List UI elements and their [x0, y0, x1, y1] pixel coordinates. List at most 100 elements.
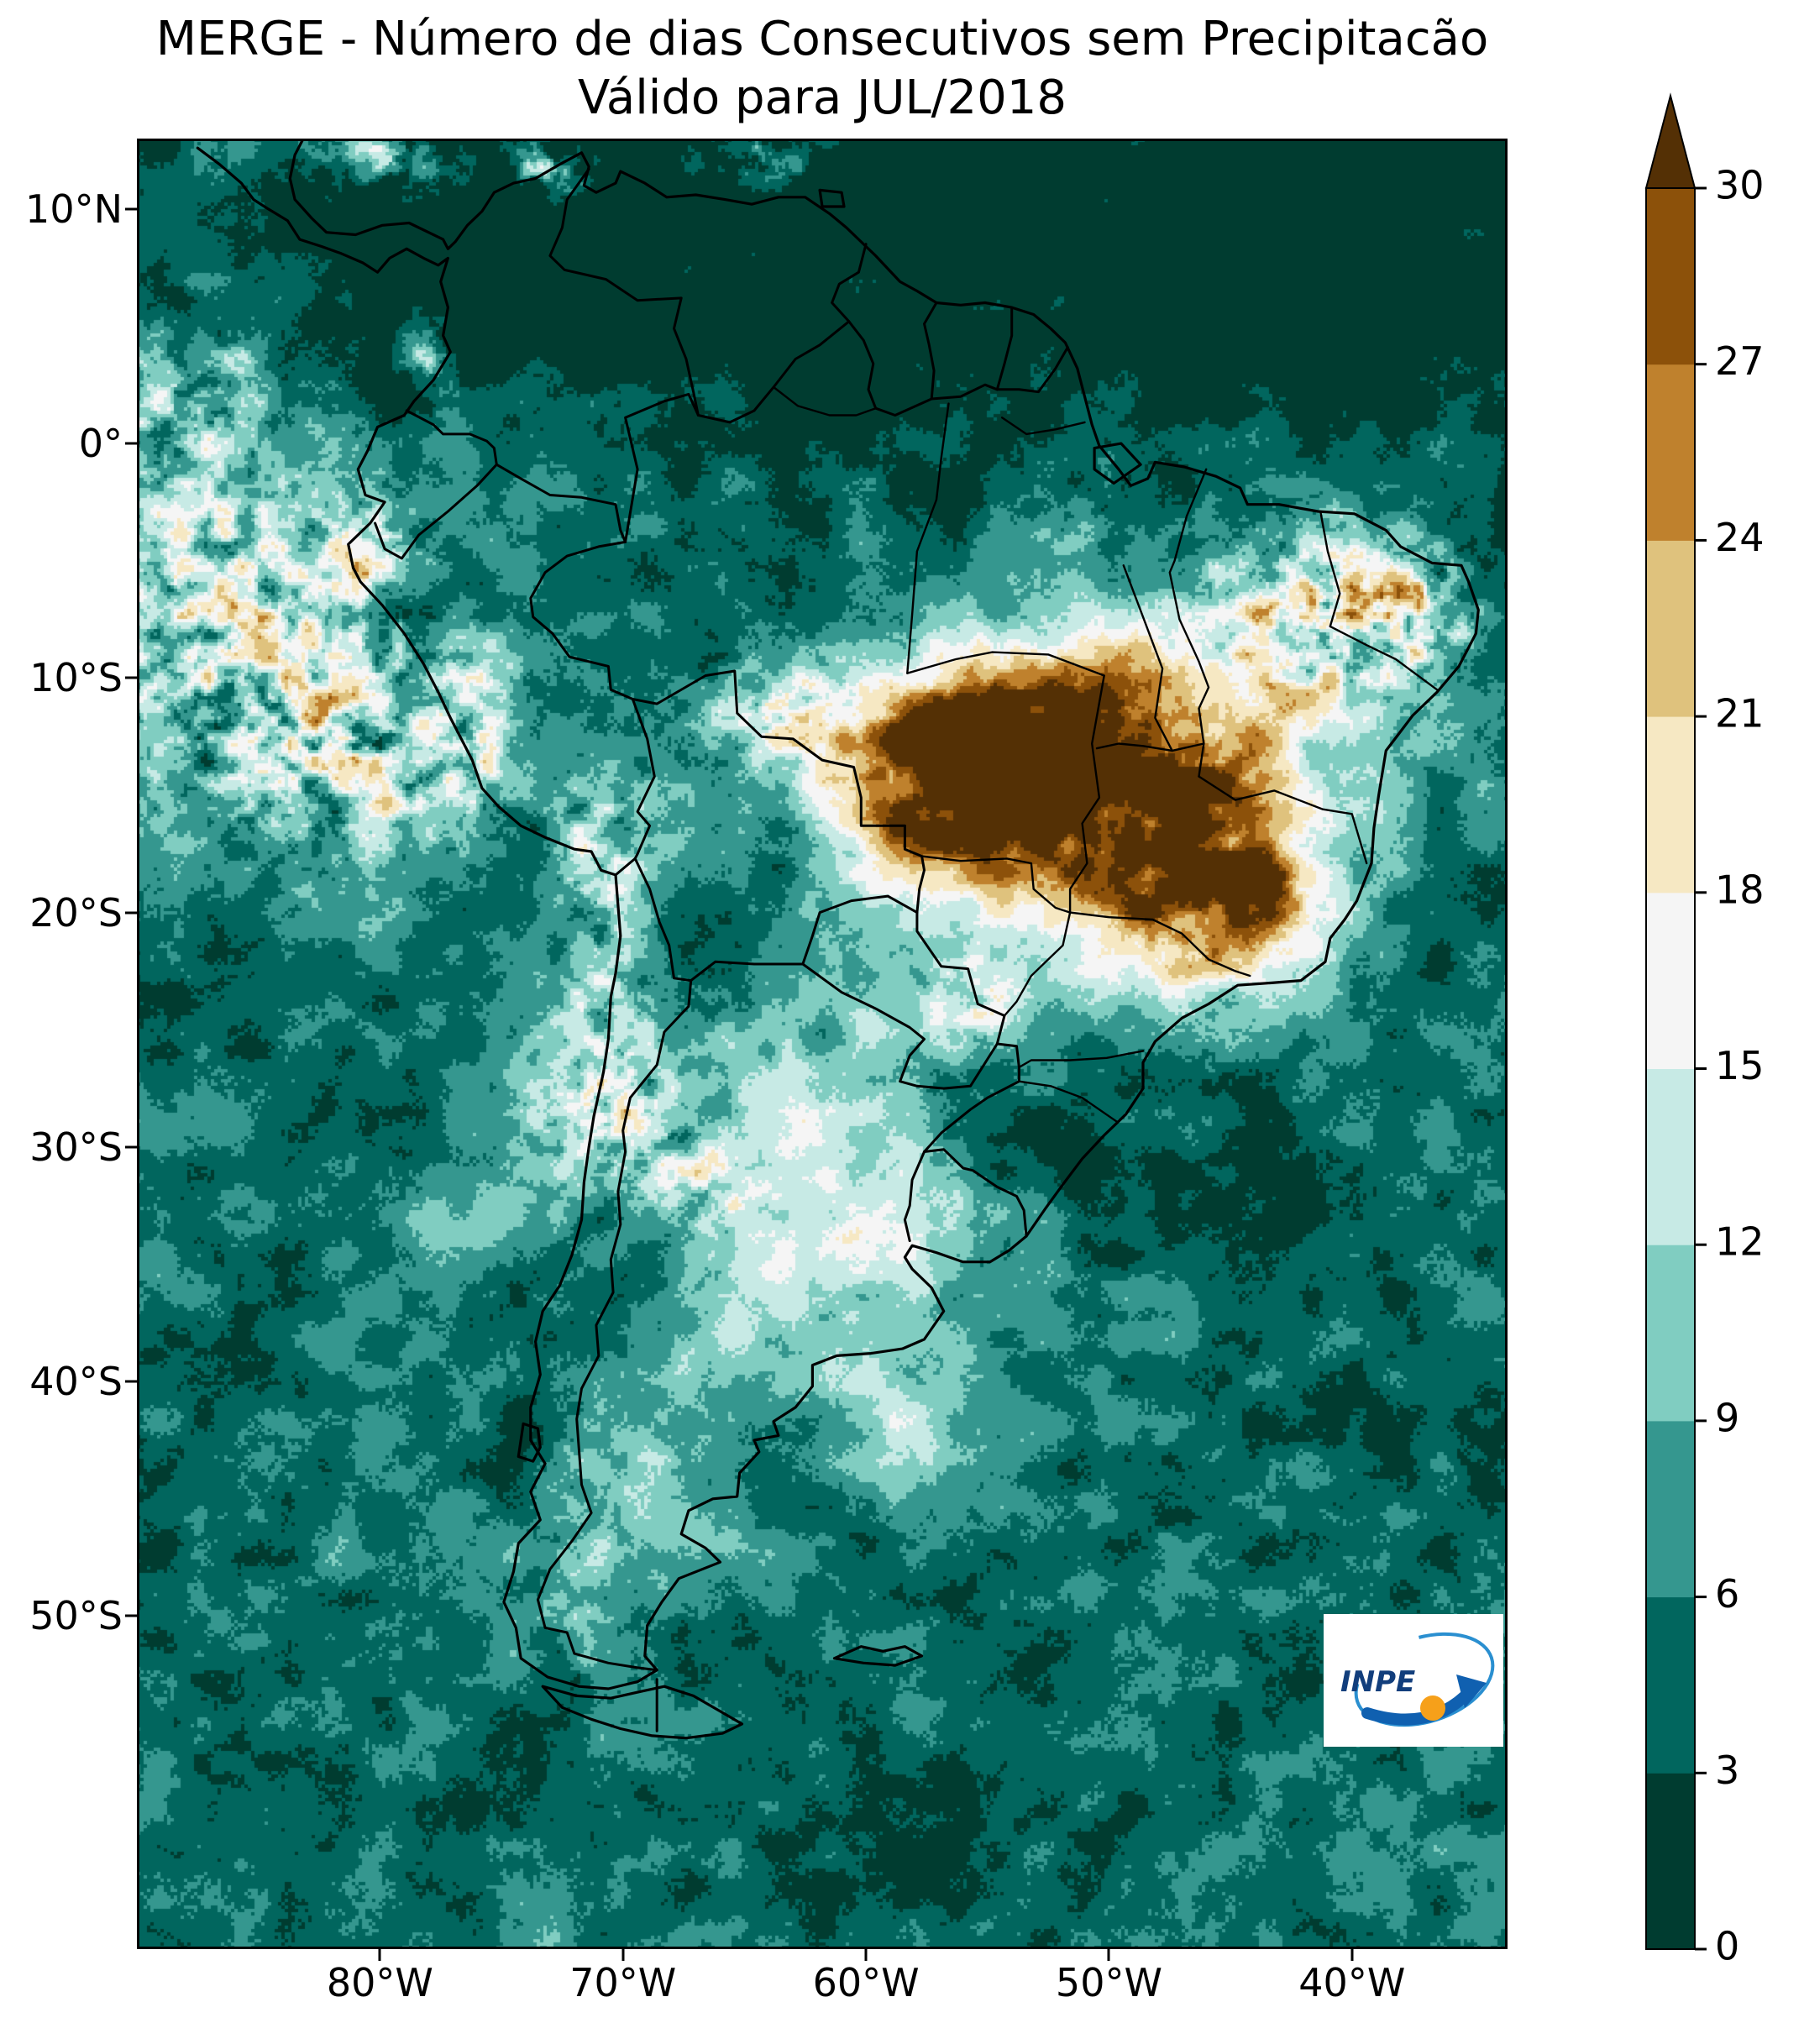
colorbar-tick-label: 18 [1715, 867, 1765, 912]
colorbar-tick-label: 3 [1715, 1748, 1739, 1793]
inpe-logo-graphic: INPE [1340, 1632, 1495, 1727]
state-border [1329, 625, 1439, 691]
y-axis-tick-label: 50°S [29, 1593, 123, 1639]
national-border [690, 960, 805, 983]
colorbar-band [1646, 1245, 1695, 1422]
national-border [903, 1150, 926, 1243]
colorbar-band [1646, 1773, 1695, 1950]
state-border [1018, 1080, 1118, 1123]
island-outline [818, 188, 846, 208]
y-axis-tick-mark [125, 1380, 137, 1383]
colorbar-tick-label: 24 [1715, 515, 1765, 560]
colorbar-band [1646, 364, 1695, 541]
colorbar-tick-label: 9 [1715, 1395, 1739, 1440]
x-axis-tick-label: 40°W [1298, 1960, 1406, 2005]
y-axis-tick-mark [125, 1145, 137, 1149]
national-border [831, 243, 868, 323]
state-border [1122, 564, 1173, 752]
state-border [1168, 468, 1210, 778]
y-axis-tick-mark [125, 1614, 137, 1617]
state-border [920, 855, 1072, 914]
national-border [631, 698, 656, 860]
inpe-logo: INPE [1324, 1614, 1503, 1747]
y-axis-tick-label: 10°N [25, 186, 123, 232]
state-border [1068, 674, 1105, 914]
national-border [633, 857, 693, 983]
inpe-logo-text: INPE [1340, 1665, 1415, 1699]
x-axis-tick-mark [378, 1949, 381, 1961]
national-border [995, 306, 1014, 391]
island-outline [832, 1645, 924, 1667]
national-border [930, 383, 999, 401]
inpe-swoosh-icon [1361, 1690, 1471, 1726]
y-axis-tick-mark [125, 207, 137, 211]
colorbar-tick-label: 30 [1715, 163, 1765, 208]
y-axis-tick-label: 10°S [29, 655, 123, 701]
colorbar-band [1646, 540, 1695, 717]
national-border [614, 857, 637, 877]
y-axis-tick-label: 30°S [29, 1124, 123, 1170]
state-border [1095, 742, 1205, 752]
inpe-globe-icon [1420, 1695, 1445, 1721]
map-plot-area [137, 139, 1508, 1949]
colorbar-band [1646, 1068, 1695, 1245]
country-borders-overlay [196, 139, 1480, 1740]
state-border [1000, 417, 1086, 436]
national-border [923, 1148, 1028, 1238]
y-axis-tick-label: 0° [78, 421, 123, 467]
x-axis-tick-label: 70°W [569, 1960, 677, 2005]
chart-title-line-2: Válido para JUL/2018 [577, 71, 1067, 125]
national-border [495, 463, 627, 543]
state-border [1068, 911, 1251, 977]
national-border [624, 392, 700, 543]
national-border [631, 669, 926, 915]
state-border [1319, 510, 1341, 628]
colorbar-band [1646, 1420, 1695, 1598]
state-border [772, 385, 877, 417]
national-border [696, 320, 851, 424]
x-axis-tick-mark [1107, 1949, 1110, 1961]
national-border [995, 346, 1069, 394]
national-border [405, 409, 498, 466]
national-border [847, 320, 933, 417]
x-axis-tick-mark [621, 1949, 625, 1961]
y-axis-tick-label: 40°S [29, 1359, 123, 1405]
inpe-arrow-icon [1456, 1675, 1487, 1708]
state-border [906, 651, 1105, 677]
x-axis-tick-label: 60°W [812, 1960, 920, 2005]
national-border [374, 463, 498, 560]
y-axis-tick-mark [125, 676, 137, 679]
colorbar-tick-label: 15 [1715, 1043, 1765, 1088]
national-border [923, 1042, 1020, 1153]
national-border [548, 167, 700, 417]
colorbar-extend-arrow [1644, 92, 1696, 189]
y-axis-tick-label: 20°S [29, 889, 123, 936]
state-border [1003, 911, 1072, 1017]
state-border [1018, 1050, 1145, 1069]
national-border [923, 301, 938, 401]
colorbar-band [1646, 892, 1695, 1069]
x-axis-tick-mark [864, 1949, 868, 1961]
island-outline [541, 1685, 744, 1740]
island-outline [517, 1422, 542, 1463]
national-border [915, 911, 1006, 1046]
colorbar: 0 3 6 9 12 15 18 21 24 27 30 [1644, 92, 1765, 1963]
colorbar-band [1646, 716, 1695, 894]
colorbar-tick-label: 27 [1715, 338, 1765, 384]
precipitation-raster [137, 139, 1508, 1949]
x-axis-tick-label: 50°W [1055, 1960, 1162, 2005]
colorbar-tick-label: 0 [1715, 1924, 1739, 1963]
national-border [536, 979, 693, 1672]
coastline [196, 139, 1480, 1690]
national-border [801, 894, 919, 966]
x-axis-tick-label: 80°W [326, 1960, 433, 2005]
national-border [529, 540, 634, 700]
chart-title-line-1: MERGE - Número de dias Consecutivos sem … [155, 12, 1489, 66]
colorbar-tick-label: 6 [1715, 1571, 1739, 1617]
y-axis-tick-mark [125, 911, 137, 915]
colorbar-band [1646, 188, 1695, 365]
colorbar-band [1646, 1596, 1695, 1774]
state-border [906, 402, 950, 674]
colorbar-tick-label: 12 [1715, 1219, 1765, 1265]
